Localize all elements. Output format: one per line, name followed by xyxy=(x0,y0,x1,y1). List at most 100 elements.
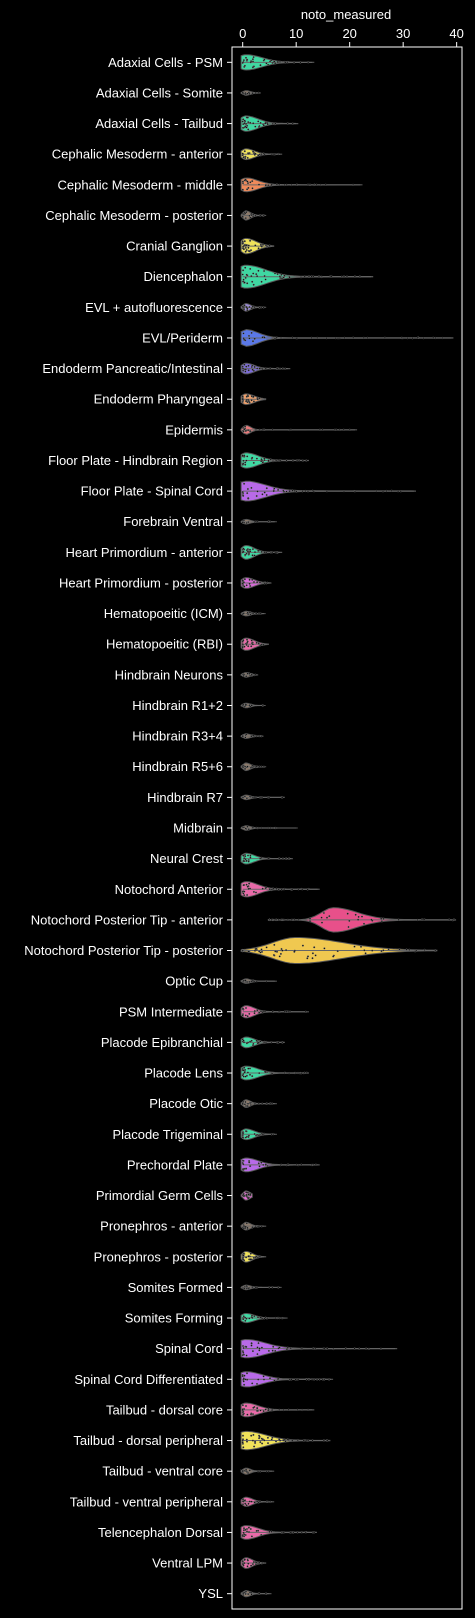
data-point xyxy=(347,925,350,929)
data-point xyxy=(260,1346,263,1349)
data-point xyxy=(251,1044,255,1047)
category-label: Tailbud - dorsal peripheral xyxy=(73,1433,223,1448)
data-point xyxy=(287,1010,290,1013)
data-point xyxy=(266,1436,269,1439)
data-point xyxy=(278,857,281,860)
data-point xyxy=(242,1593,245,1597)
data-point xyxy=(242,1194,245,1198)
data-point xyxy=(271,1102,274,1105)
data-point xyxy=(245,1317,248,1320)
data-point xyxy=(268,796,271,799)
data-point xyxy=(247,521,250,524)
data-point xyxy=(259,121,262,124)
data-point xyxy=(265,1040,268,1044)
data-point xyxy=(301,888,304,891)
data-point xyxy=(241,152,244,155)
data-point xyxy=(278,1438,281,1441)
data-point xyxy=(296,1531,299,1534)
data-point xyxy=(259,796,263,799)
category-label: Cranial Ganglion xyxy=(126,239,223,254)
data-point xyxy=(245,273,248,276)
data-point xyxy=(249,239,252,242)
data-point xyxy=(250,399,253,402)
data-point xyxy=(242,1346,245,1350)
data-point xyxy=(283,183,286,187)
data-point xyxy=(246,1071,249,1074)
violin xyxy=(240,115,299,132)
data-point xyxy=(272,953,275,957)
data-point xyxy=(348,919,351,922)
data-point xyxy=(260,826,263,830)
data-point xyxy=(371,949,374,952)
data-point xyxy=(242,59,245,62)
data-point xyxy=(288,276,291,279)
data-point xyxy=(263,491,266,494)
data-point xyxy=(259,214,262,217)
data-point xyxy=(250,1434,253,1437)
data-point xyxy=(285,490,288,493)
data-point xyxy=(364,952,367,955)
data-point xyxy=(247,1255,250,1258)
data-point xyxy=(253,1009,256,1013)
data-point xyxy=(243,1374,246,1377)
violin xyxy=(240,54,315,71)
data-point xyxy=(278,183,281,186)
data-point xyxy=(245,521,248,525)
data-point xyxy=(241,463,244,466)
category-label: Hindbrain Neurons xyxy=(115,667,224,682)
data-point xyxy=(245,1194,248,1197)
data-point xyxy=(316,336,319,339)
data-point xyxy=(252,1560,255,1564)
data-point xyxy=(265,946,268,949)
category-label: Hindbrain R1+2 xyxy=(132,698,223,713)
category-label: Diencephalon xyxy=(143,269,223,284)
data-point xyxy=(434,949,437,952)
data-point xyxy=(258,950,261,953)
x-tick-label: 0 xyxy=(239,26,246,41)
data-point xyxy=(247,1067,250,1070)
data-point xyxy=(271,1010,274,1013)
data-point xyxy=(248,92,251,95)
data-point xyxy=(248,548,252,551)
data-point xyxy=(242,269,245,272)
data-point xyxy=(275,950,279,953)
data-point xyxy=(242,979,245,982)
data-point xyxy=(244,1226,247,1230)
data-point xyxy=(242,92,245,95)
data-point xyxy=(242,703,245,706)
data-point xyxy=(257,154,260,157)
data-point xyxy=(248,582,251,585)
data-point xyxy=(284,367,287,370)
data-point xyxy=(247,1562,250,1565)
data-point xyxy=(242,1254,245,1257)
data-point xyxy=(246,188,249,191)
data-point xyxy=(348,428,351,431)
data-point xyxy=(247,399,250,403)
data-point xyxy=(287,1408,290,1411)
data-point xyxy=(269,367,272,370)
data-point xyxy=(243,1558,246,1561)
data-point xyxy=(273,337,277,340)
data-point xyxy=(244,767,247,770)
data-point xyxy=(277,488,280,491)
data-point xyxy=(311,1439,314,1442)
data-point xyxy=(247,860,250,863)
violin xyxy=(240,1190,253,1201)
data-point xyxy=(271,1349,274,1352)
data-point xyxy=(253,337,256,340)
data-point xyxy=(274,1349,277,1352)
data-point xyxy=(334,337,337,340)
category-label: Telencephalon Dorsal xyxy=(98,1525,223,1540)
data-point xyxy=(242,1529,245,1532)
data-point xyxy=(257,269,260,272)
data-point xyxy=(255,765,258,768)
category-label: Hindbrain R7 xyxy=(147,790,223,805)
data-point xyxy=(262,1375,265,1378)
data-point xyxy=(304,1531,307,1534)
data-point xyxy=(242,1413,245,1416)
data-point xyxy=(253,796,256,799)
data-point xyxy=(353,945,356,948)
data-point xyxy=(260,765,263,768)
data-point xyxy=(293,918,296,921)
data-point xyxy=(260,280,263,283)
